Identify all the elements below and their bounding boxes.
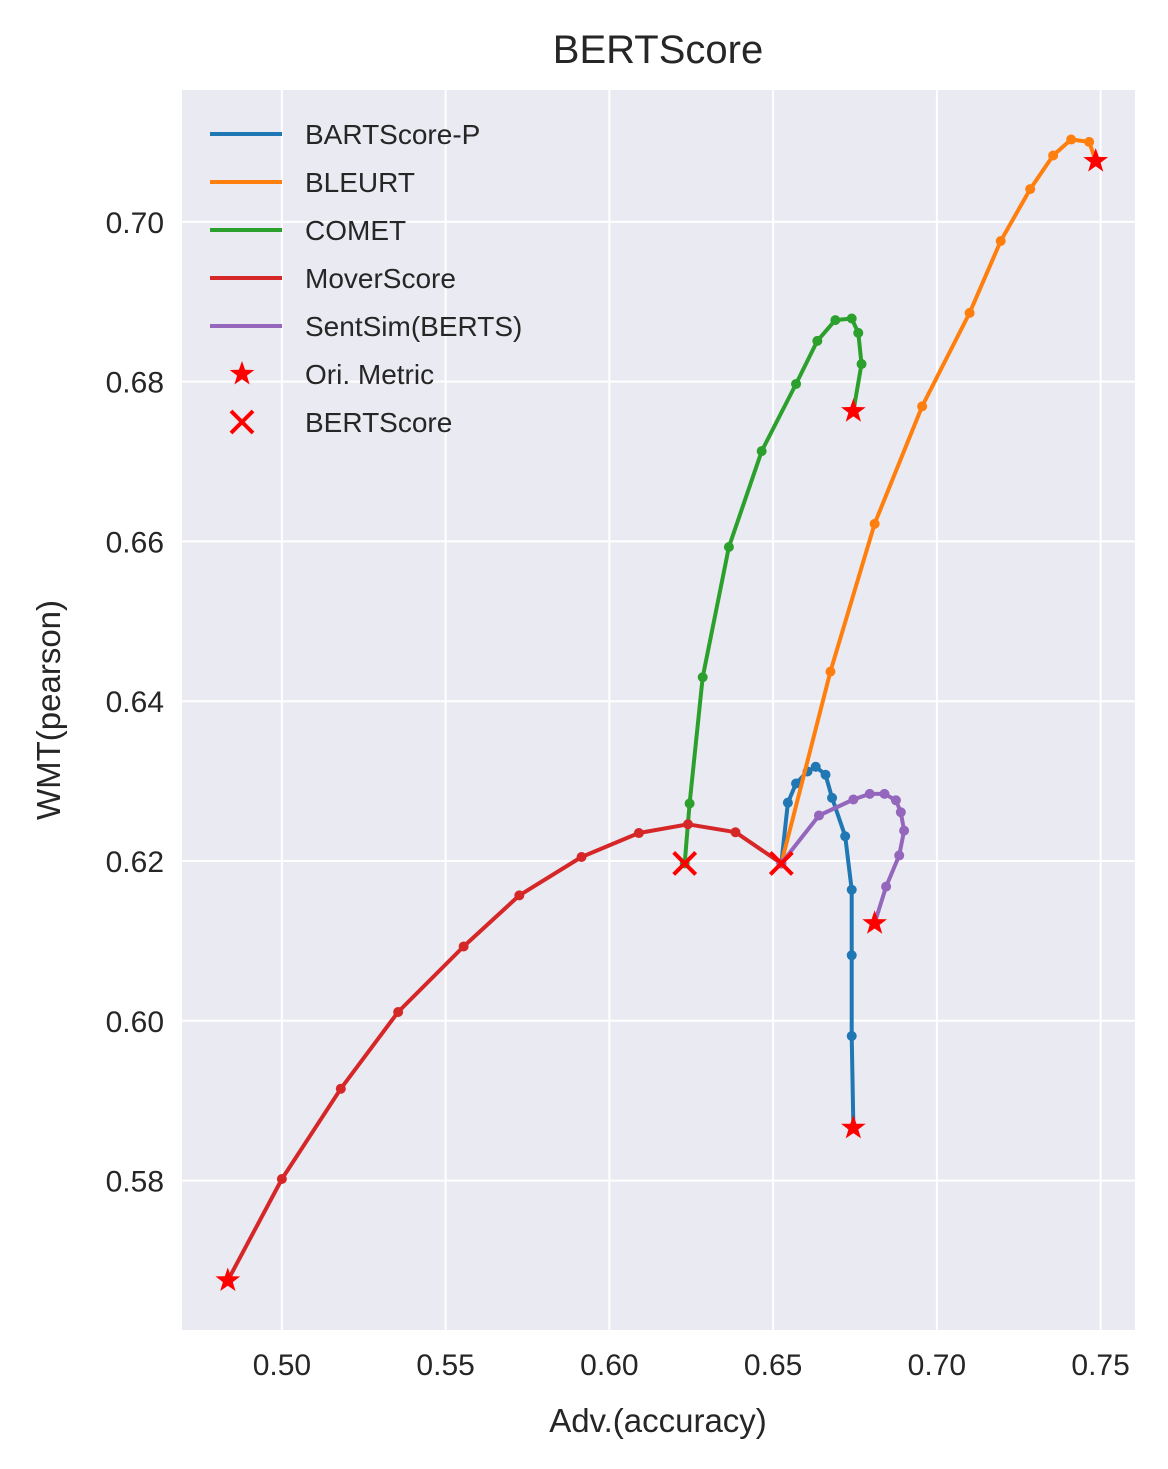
legend-item: Ori. Metric bbox=[229, 359, 434, 390]
data-point bbox=[869, 518, 880, 529]
data-point bbox=[846, 950, 857, 961]
data-point bbox=[791, 778, 802, 789]
x-marker bbox=[768, 850, 794, 876]
series-sentsim-berts- bbox=[776, 788, 910, 929]
x-marker bbox=[672, 850, 698, 876]
y-tick-label: 0.58 bbox=[106, 1166, 164, 1199]
star-marker bbox=[841, 398, 866, 422]
data-point bbox=[846, 1030, 857, 1041]
data-point bbox=[820, 769, 831, 780]
y-axis-ticks: 0.58 0.60 0.62 0.64 0.66 0.68 0.70 bbox=[106, 207, 164, 1199]
x-axis-label: Adv.(accuracy) bbox=[549, 1402, 767, 1439]
x-tick-label: 0.60 bbox=[580, 1349, 638, 1382]
data-point bbox=[917, 401, 928, 412]
legend-label: BLEURT bbox=[305, 167, 415, 198]
data-point bbox=[895, 807, 906, 818]
data-point bbox=[899, 825, 910, 836]
legend: BARTScore-P BLEURT COMET MoverScore SentSim(… bbox=[210, 119, 522, 438]
legend-item: BARTScore-P bbox=[210, 119, 480, 150]
y-tick-label: 0.70 bbox=[106, 207, 164, 240]
markers-ori-metric bbox=[215, 148, 1109, 1291]
marker-layer bbox=[215, 148, 1109, 1291]
data-point bbox=[879, 788, 890, 799]
x-tick-label: 0.55 bbox=[416, 1349, 474, 1382]
y-tick-label: 0.66 bbox=[106, 526, 164, 559]
data-point bbox=[723, 542, 734, 553]
grid bbox=[182, 90, 1135, 1330]
data-point bbox=[853, 327, 864, 338]
chart-title: BERTScore bbox=[553, 28, 763, 72]
legend-star-icon bbox=[229, 361, 255, 385]
data-point bbox=[856, 359, 867, 370]
data-point bbox=[827, 792, 838, 803]
data-point bbox=[684, 798, 695, 809]
data-point bbox=[514, 890, 525, 901]
data-point bbox=[894, 850, 905, 861]
data-point bbox=[682, 819, 693, 830]
data-point bbox=[890, 795, 901, 806]
y-tick-label: 0.64 bbox=[106, 686, 164, 719]
data-point bbox=[864, 788, 875, 799]
data-point bbox=[335, 1083, 346, 1094]
data-point bbox=[846, 313, 857, 324]
markers-bertscore bbox=[672, 850, 794, 876]
y-axis-label: WMT(pearson) bbox=[30, 600, 67, 820]
data-point bbox=[1048, 150, 1059, 161]
data-point bbox=[995, 236, 1006, 247]
legend-x-icon bbox=[229, 409, 255, 435]
data-point bbox=[840, 831, 851, 842]
data-point bbox=[756, 446, 767, 457]
y-tick-label: 0.60 bbox=[106, 1006, 164, 1039]
data-point bbox=[848, 794, 859, 805]
data-point bbox=[697, 672, 708, 683]
legend-label: Ori. Metric bbox=[305, 359, 434, 390]
data-point bbox=[846, 884, 857, 895]
series-layer bbox=[222, 134, 1101, 1286]
data-point bbox=[881, 881, 892, 892]
star-marker bbox=[841, 1114, 866, 1139]
data-point bbox=[791, 379, 802, 390]
star-marker bbox=[862, 910, 887, 934]
data-point bbox=[782, 797, 793, 808]
x-tick-label: 0.75 bbox=[1071, 1349, 1129, 1382]
legend-label: MoverScore bbox=[305, 263, 456, 294]
legend-item: MoverScore bbox=[210, 263, 456, 294]
legend-label: BARTScore-P bbox=[305, 119, 480, 150]
legend-label: COMET bbox=[305, 215, 406, 246]
star-marker bbox=[1083, 148, 1109, 172]
y-tick-label: 0.62 bbox=[106, 846, 164, 879]
data-point bbox=[830, 315, 841, 326]
star-marker bbox=[215, 1267, 241, 1291]
x-tick-label: 0.50 bbox=[253, 1349, 311, 1382]
data-point bbox=[730, 827, 741, 838]
data-point bbox=[576, 852, 587, 863]
legend-item: BERTScore bbox=[229, 407, 452, 438]
legend-item: BLEURT bbox=[210, 167, 415, 198]
data-point bbox=[276, 1173, 287, 1184]
x-tick-label: 0.65 bbox=[744, 1349, 802, 1382]
data-point bbox=[812, 335, 823, 346]
data-point bbox=[633, 828, 644, 839]
legend-label: BERTScore bbox=[305, 407, 452, 438]
x-axis-ticks: 0.50 0.55 0.60 0.65 0.70 0.75 bbox=[253, 1349, 1130, 1382]
data-point bbox=[1084, 136, 1095, 147]
data-point bbox=[810, 761, 821, 772]
data-point bbox=[1066, 134, 1077, 145]
data-point bbox=[964, 307, 975, 318]
series-line bbox=[682, 316, 864, 866]
data-point bbox=[825, 666, 836, 677]
data-point bbox=[813, 810, 824, 821]
data-point bbox=[393, 1007, 404, 1018]
data-point bbox=[1025, 184, 1036, 195]
data-point bbox=[458, 941, 469, 952]
legend-label: SentSim(BERTS) bbox=[305, 311, 522, 342]
x-tick-label: 0.70 bbox=[908, 1349, 966, 1382]
y-tick-label: 0.68 bbox=[106, 367, 164, 400]
legend-item: COMET bbox=[210, 215, 406, 246]
legend-item: SentSim(BERTS) bbox=[210, 311, 522, 342]
